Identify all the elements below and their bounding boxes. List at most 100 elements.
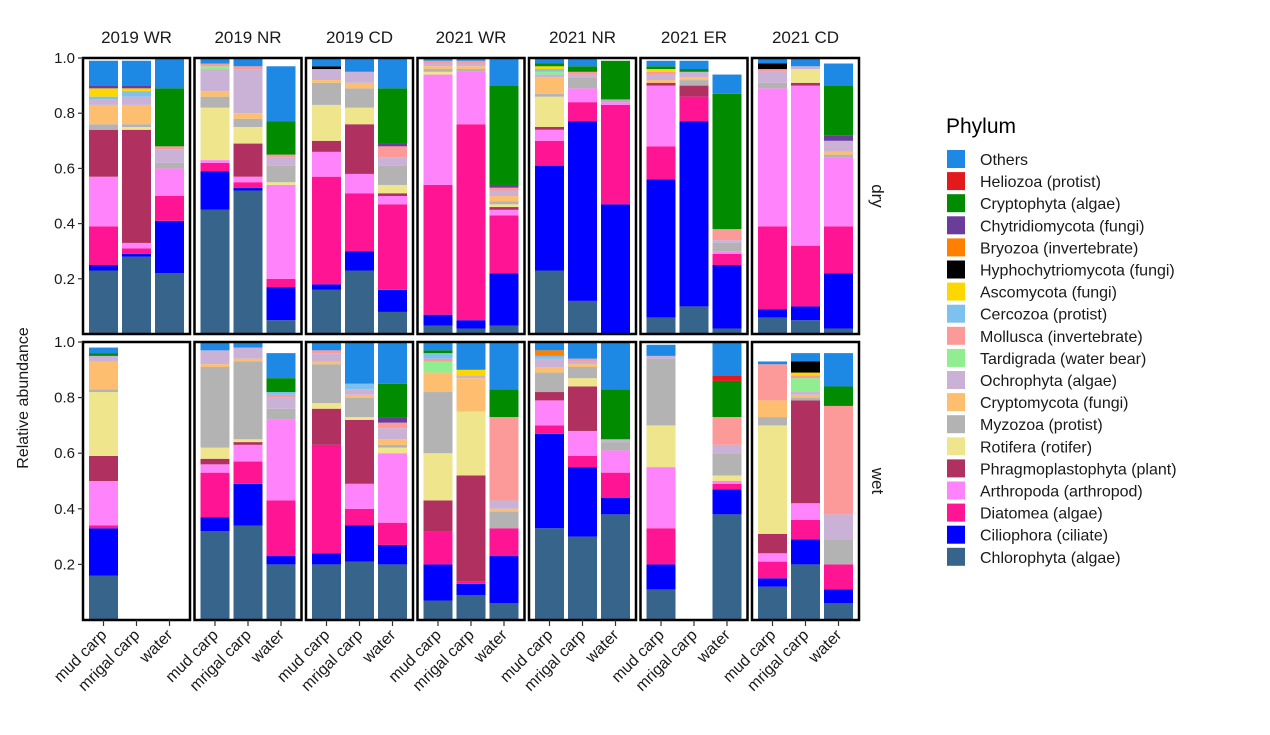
bar-segment	[712, 489, 742, 515]
bar-segment	[378, 383, 407, 418]
bar-dry-1-2	[266, 66, 296, 334]
bar-dry-3-2	[489, 58, 519, 334]
bar-segment	[345, 394, 374, 398]
bar-segment	[489, 342, 519, 390]
bar-segment	[423, 392, 453, 454]
bar-segment	[758, 309, 787, 318]
bar-segment	[345, 71, 374, 83]
bar-segment	[312, 342, 341, 351]
bar-segment	[312, 284, 341, 290]
bar-segment	[568, 66, 597, 72]
strip-label-column: 2019 NR	[214, 28, 281, 47]
y-tick-label: 0.6	[54, 445, 75, 462]
bar-segment	[456, 66, 486, 70]
bar-segment	[535, 63, 564, 67]
bar-segment	[456, 320, 486, 329]
bar-dry-0-2	[155, 58, 184, 334]
bar-segment	[712, 417, 742, 445]
bar-segment	[758, 364, 787, 401]
bar-segment	[233, 525, 263, 620]
bar-segment	[200, 364, 230, 368]
legend-label: Mollusca (invertebrate)	[980, 329, 1143, 346]
bar-segment	[824, 85, 853, 136]
bar-segment	[378, 146, 407, 158]
bar-segment	[679, 85, 709, 97]
bar-segment	[122, 248, 151, 254]
bar-segment	[200, 66, 230, 70]
bar-segment	[824, 589, 853, 604]
bar-segment	[646, 358, 676, 426]
bar-segment	[791, 375, 820, 379]
bar-segment	[233, 113, 263, 119]
bar-segment	[155, 58, 184, 89]
bar-segment	[89, 96, 118, 100]
bar-segment	[423, 71, 453, 75]
bar-segment	[456, 63, 486, 67]
legend-label: Ascomycota (fungi)	[980, 285, 1117, 302]
bar-segment	[535, 127, 564, 130]
bar-segment	[233, 66, 263, 70]
bar-segment	[456, 328, 486, 334]
bar-segment	[489, 556, 519, 604]
bar-segment	[791, 245, 820, 307]
bar-segment	[233, 358, 263, 362]
bar-segment	[535, 58, 564, 64]
bar-segment	[345, 508, 374, 526]
bar-dry-2-2	[378, 58, 407, 334]
bar-segment	[601, 439, 630, 443]
bar-segment	[568, 102, 597, 122]
bar-segment	[89, 353, 118, 356]
bar-segment	[791, 353, 820, 362]
legend-swatch	[947, 304, 965, 323]
bar-dry-6-2	[824, 63, 853, 334]
bar-segment	[312, 353, 341, 362]
legend-label: Cercozoa (protist)	[980, 307, 1107, 324]
bar-segment	[233, 442, 263, 445]
bar-segment	[568, 536, 597, 620]
x-tick-label: water	[136, 626, 177, 667]
bar-segment	[345, 251, 374, 271]
bar-segment	[824, 353, 853, 387]
bar-segment	[791, 58, 820, 67]
bar-segment	[456, 594, 486, 620]
bar-segment	[378, 522, 407, 545]
bar-segment	[646, 66, 676, 70]
bar-segment	[758, 69, 787, 72]
bar-segment	[266, 320, 296, 334]
bar-segment	[200, 162, 230, 172]
bar-segment	[824, 539, 853, 565]
bar-segment	[89, 392, 118, 456]
bar-segment	[712, 253, 742, 265]
y-tick-label: 0.8	[54, 105, 75, 122]
bar-segment	[200, 63, 230, 67]
bar-segment	[535, 342, 564, 351]
bar-segment	[155, 220, 184, 274]
panel-border-dry-3	[416, 56, 526, 336]
bar-segment	[89, 129, 118, 177]
bar-segment	[345, 561, 374, 620]
bar-segment	[378, 453, 407, 523]
bar-segment	[200, 517, 230, 532]
y-tick-label: 0.2	[54, 271, 75, 288]
bar-segment	[345, 417, 374, 420]
bar-segment	[568, 386, 597, 431]
bar-segment	[312, 58, 341, 67]
bar-segment	[824, 273, 853, 329]
bar-segment	[266, 394, 296, 398]
bar-segment	[489, 209, 519, 216]
legend-swatch	[947, 150, 965, 168]
bar-wet-2-1	[345, 342, 374, 620]
bar-dry-3-0	[423, 58, 453, 334]
legend-label: Cryptophyta (algae)	[980, 196, 1121, 213]
strip-label-column: 2021 NR	[549, 28, 616, 47]
bar-segment	[89, 528, 118, 576]
bar-segment	[535, 355, 564, 359]
bar-segment	[266, 408, 296, 420]
bar-segment	[535, 93, 564, 97]
bar-segment	[758, 82, 787, 89]
bar-segment	[312, 82, 341, 105]
bar-segment	[89, 60, 118, 86]
bar-segment	[312, 69, 341, 81]
bar-segment	[824, 386, 853, 406]
bar-segment	[758, 553, 787, 562]
